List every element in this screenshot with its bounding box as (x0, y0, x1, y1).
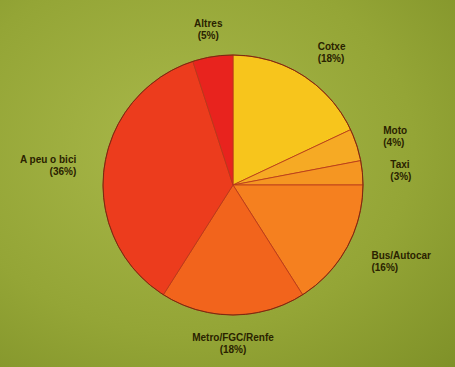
labels: Cotxe(18%)Moto(4%)Taxi(3%)Bus/Autocar(16… (20, 18, 431, 355)
slices (103, 55, 363, 315)
chart: Cotxe(18%)Moto(4%)Taxi(3%)Bus/Autocar(16… (0, 0, 455, 367)
value-label: (18%) (318, 53, 345, 64)
pie-outline (103, 55, 363, 315)
value-label: (18%) (220, 344, 247, 355)
slice-label: Moto (383, 125, 407, 136)
slice-label: A peu o bici (20, 154, 77, 165)
slice-label: Cotxe (318, 41, 346, 52)
slice-label: Altres (194, 18, 223, 29)
slice (193, 55, 233, 185)
slice-label: Taxi (390, 159, 409, 170)
slice-label: Bus/Autocar (371, 250, 431, 261)
value-label: (5%) (198, 30, 219, 41)
value-label: (36%) (50, 166, 77, 177)
slice-label: Metro/FGC/Renfe (192, 332, 274, 343)
value-label: (4%) (383, 137, 404, 148)
value-label: (16%) (371, 262, 398, 273)
value-label: (3%) (390, 171, 411, 182)
slice (233, 161, 363, 185)
